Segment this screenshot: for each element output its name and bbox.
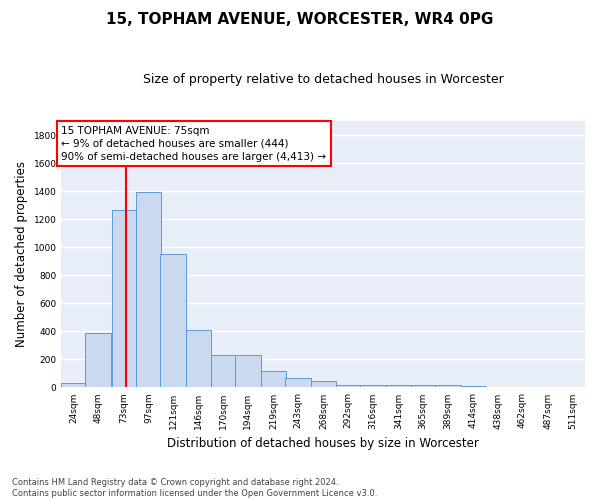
Bar <box>336 385 361 388</box>
Bar <box>187 330 211 388</box>
Bar <box>311 381 336 388</box>
Bar <box>136 192 161 388</box>
X-axis label: Distribution of detached houses by size in Worcester: Distribution of detached houses by size … <box>167 437 479 450</box>
Bar <box>560 386 585 388</box>
Bar <box>85 333 111 388</box>
Bar <box>285 378 311 388</box>
Text: 15 TOPHAM AVENUE: 75sqm
← 9% of detached houses are smaller (444)
90% of semi-de: 15 TOPHAM AVENUE: 75sqm ← 9% of detached… <box>61 126 326 162</box>
Bar <box>112 210 136 388</box>
Text: 15, TOPHAM AVENUE, WORCESTER, WR4 0PG: 15, TOPHAM AVENUE, WORCESTER, WR4 0PG <box>106 12 494 28</box>
Bar <box>485 386 510 388</box>
Bar <box>435 386 461 388</box>
Bar <box>211 354 236 388</box>
Bar <box>461 386 485 388</box>
Bar <box>235 354 261 388</box>
Text: Contains HM Land Registry data © Crown copyright and database right 2024.
Contai: Contains HM Land Registry data © Crown c… <box>12 478 377 498</box>
Bar <box>261 372 286 388</box>
Bar <box>61 383 86 388</box>
Bar <box>536 386 560 388</box>
Bar <box>386 386 411 388</box>
Bar <box>411 386 436 388</box>
Title: Size of property relative to detached houses in Worcester: Size of property relative to detached ho… <box>143 72 503 86</box>
Bar <box>160 254 186 388</box>
Bar <box>360 386 386 388</box>
Bar <box>509 386 535 388</box>
Y-axis label: Number of detached properties: Number of detached properties <box>15 162 28 348</box>
